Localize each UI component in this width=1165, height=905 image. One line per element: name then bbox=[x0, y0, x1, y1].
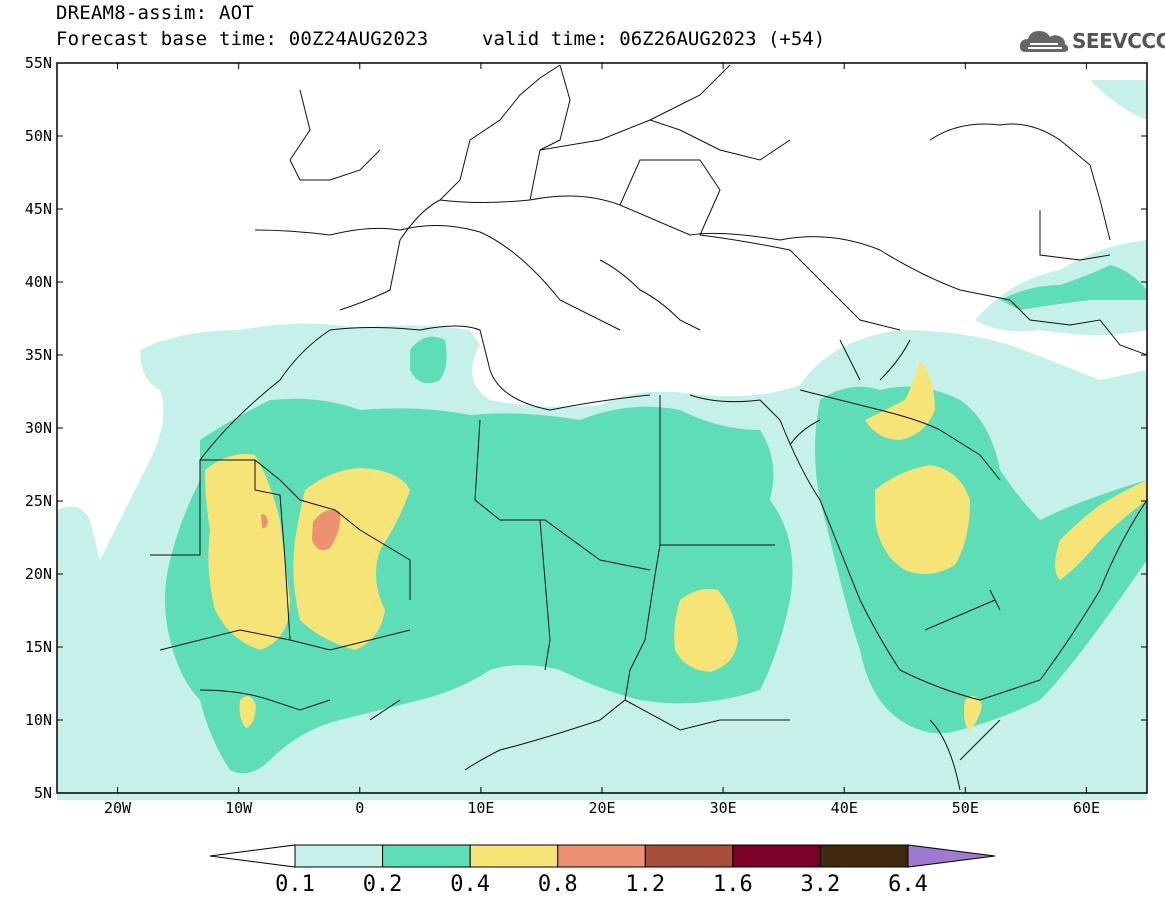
lat-tick-label: 10N bbox=[25, 711, 52, 729]
colorbar-label: 3.2 bbox=[801, 872, 841, 897]
lon-tick-label: 0 bbox=[355, 799, 364, 817]
colorbar-label: 0.2 bbox=[363, 872, 403, 897]
colorbar: 0.1 0.2 0.4 0.8 1.2 1.6 3.2 6.4 bbox=[209, 844, 996, 897]
lat-tick-label: 45N bbox=[25, 200, 52, 218]
lat-tick-label: 50N bbox=[25, 127, 52, 145]
forecast-base-time: Forecast base time: 00Z24AUG2023 bbox=[56, 28, 429, 50]
lon-tick-label: 60E bbox=[1073, 799, 1100, 817]
logo-text: SEEVCCC bbox=[1072, 29, 1165, 53]
lat-tick-label: 5N bbox=[34, 784, 52, 802]
colorbar-under-arrow bbox=[209, 844, 296, 868]
colorbar-swatch bbox=[382, 844, 471, 868]
lon-tick-label: 10W bbox=[225, 799, 253, 817]
colorbar-swatch bbox=[294, 844, 384, 868]
colorbar-label: 1.2 bbox=[625, 872, 665, 897]
colorbar-label: 6.4 bbox=[888, 872, 928, 897]
colorbar-label: 0.8 bbox=[538, 872, 578, 897]
latitude-axis: 55N 50N 45N 40N 35N 30N 25N 20N 15N 10N 5N bbox=[25, 54, 1147, 802]
colorbar-swatch bbox=[557, 844, 646, 868]
aot-contour-fields bbox=[57, 80, 1147, 800]
lat-tick-label: 25N bbox=[25, 492, 52, 510]
lat-tick-label: 55N bbox=[25, 54, 52, 72]
seevccc-logo: SEEVCCC bbox=[1018, 26, 1165, 56]
lat-tick-label: 35N bbox=[25, 346, 52, 364]
colorbar-swatch bbox=[644, 844, 734, 868]
lon-tick-label: 20W bbox=[104, 799, 132, 817]
lat-tick-label: 30N bbox=[25, 419, 52, 437]
aot-band-0.8-1.2 bbox=[261, 509, 341, 551]
lon-tick-label: 20E bbox=[588, 799, 615, 817]
aot-band-0.4-0.8 bbox=[205, 360, 1147, 730]
colorbar-over-arrow bbox=[907, 844, 996, 868]
lon-tick-label: 40E bbox=[831, 799, 858, 817]
valid-time: valid time: 06Z26AUG2023 (+54) bbox=[482, 28, 826, 50]
colorbar-swatch bbox=[732, 844, 821, 868]
colorbar-swatch bbox=[469, 844, 559, 868]
lon-tick-label: 10E bbox=[467, 799, 494, 817]
country-borders bbox=[150, 64, 1148, 791]
colorbar-label: 0.1 bbox=[275, 872, 315, 897]
lon-tick-label: 50E bbox=[952, 799, 979, 817]
cloud-icon bbox=[1019, 31, 1069, 52]
longitude-axis: 20W 10W 0 10E 20E 30E 40E 50E 60E bbox=[104, 63, 1100, 817]
lat-tick-label: 40N bbox=[25, 273, 52, 291]
lat-tick-label: 20N bbox=[25, 565, 52, 583]
lat-tick-label: 15N bbox=[25, 638, 52, 656]
lon-tick-label: 30E bbox=[710, 799, 737, 817]
colorbar-label: 0.4 bbox=[450, 872, 490, 897]
colorbar-label: 1.6 bbox=[713, 872, 753, 897]
colorbar-swatch bbox=[819, 844, 909, 868]
map-title: DREAM8-assim: AOT bbox=[56, 2, 254, 24]
